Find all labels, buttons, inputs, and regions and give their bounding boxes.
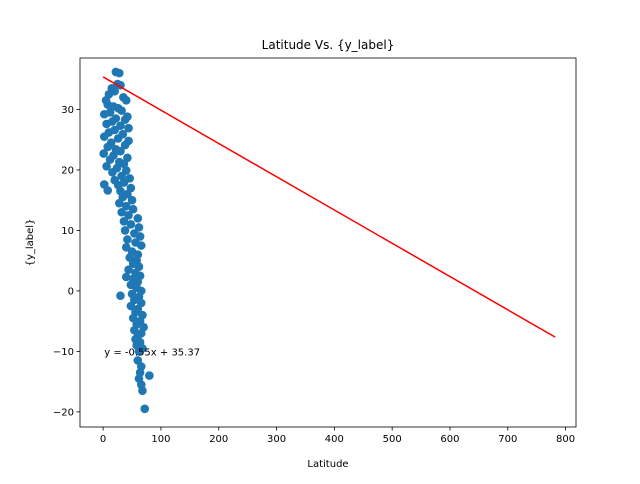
- y-tick-label: 20: [61, 165, 74, 176]
- scatter-point: [99, 132, 109, 141]
- scatter-point: [127, 195, 137, 205]
- y-tick-label: 30: [61, 105, 74, 116]
- scatter-point: [126, 301, 136, 311]
- scatter-point: [134, 223, 144, 232]
- scatter-point: [102, 119, 111, 129]
- plot-frame: [79, 57, 577, 428]
- scatter-point: [99, 149, 108, 158]
- scatter-point: [134, 347, 144, 356]
- scatter-point: [120, 140, 130, 150]
- scatter-point: [116, 291, 125, 301]
- x-tick-label: 0: [100, 434, 106, 445]
- x-tick-label: 200: [209, 434, 228, 445]
- scatter-point: [120, 226, 130, 235]
- scatter-point: [117, 207, 126, 217]
- scatter-point: [124, 123, 133, 133]
- x-tick-label: 100: [151, 434, 170, 445]
- regression-line-layer: [102, 76, 556, 338]
- scatter-point: [103, 186, 113, 195]
- scatter-point: [102, 161, 111, 171]
- scatter-point: [120, 115, 130, 124]
- y-axis-label: {y_label}: [25, 219, 36, 267]
- scatter-point: [113, 134, 123, 143]
- scatter-point: [136, 241, 146, 250]
- regression-equation-annotation: y = -0.55x + 35.37: [104, 347, 200, 358]
- scatter-point: [116, 146, 125, 156]
- chart-title: Latitude Vs. {y_label}: [262, 38, 395, 52]
- scatter-point: [126, 220, 136, 229]
- scatter-point: [124, 265, 133, 275]
- scatter-point: [105, 155, 115, 164]
- y-tick-label: 0: [68, 286, 74, 297]
- scatter-point: [140, 404, 150, 414]
- scatter-point: [108, 168, 117, 177]
- scatter-point: [99, 109, 109, 119]
- scatter-point: [138, 386, 147, 396]
- scatter-point: [117, 171, 126, 181]
- x-tick-label: 400: [325, 434, 344, 445]
- scatter-point: [135, 232, 145, 241]
- scatter-point: [123, 235, 132, 244]
- y-tick-label: −10: [53, 347, 74, 358]
- x-tick-label: 800: [556, 434, 575, 445]
- scatter-point: [145, 371, 154, 380]
- scatter-point: [124, 210, 133, 220]
- scatter-point: [117, 106, 126, 115]
- scatter-point: [121, 272, 131, 282]
- x-tick-label: 500: [383, 434, 402, 445]
- y-tick-label: 10: [61, 226, 74, 237]
- scatter-point: [115, 68, 124, 78]
- scatter-point: [121, 201, 131, 211]
- scatter-point: [121, 96, 131, 105]
- scatter-points: [99, 67, 154, 414]
- scatter-point: [119, 159, 129, 169]
- scatter-point: [119, 217, 129, 226]
- scatter-point: [128, 204, 138, 214]
- scatter-point: [103, 142, 113, 152]
- x-tick-label: 300: [267, 434, 286, 445]
- scatter-point: [115, 198, 124, 208]
- regression-line: [102, 76, 556, 338]
- scatter-point: [133, 214, 143, 223]
- axes: 0 100 200 300 400 500 600 700 800 −20 −10 0 10 20 30: [53, 57, 577, 445]
- y-tick-label: −20: [53, 407, 74, 418]
- x-tick-label: 700: [498, 434, 517, 445]
- x-axis-label: Latitude: [307, 459, 348, 470]
- x-tick-label: 600: [440, 434, 459, 445]
